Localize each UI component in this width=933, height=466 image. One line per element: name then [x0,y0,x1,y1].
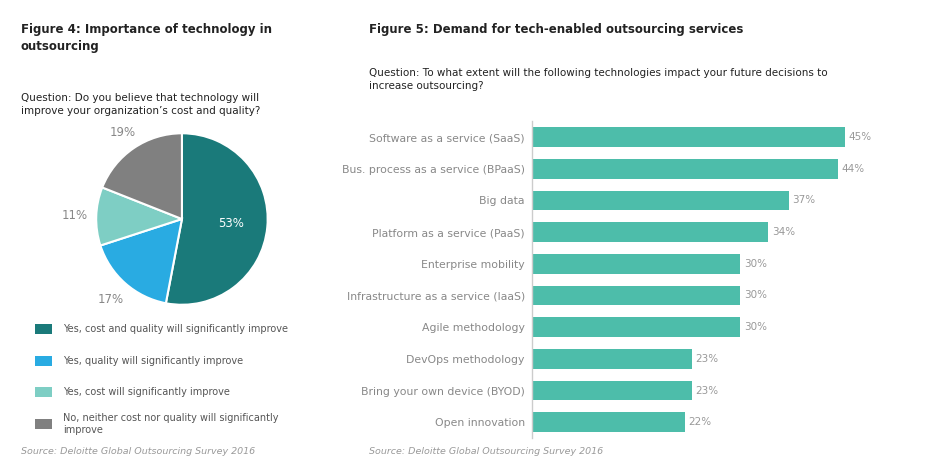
Bar [532,127,844,147]
Bar [532,381,691,400]
Text: 45%: 45% [848,132,871,142]
Wedge shape [101,219,182,303]
Text: Yes, cost will significantly improve: Yes, cost will significantly improve [63,387,230,397]
Text: 23%: 23% [695,385,718,396]
Text: 23%: 23% [695,354,718,364]
Text: 30%: 30% [744,322,767,332]
Wedge shape [166,133,268,305]
Text: 19%: 19% [110,126,136,139]
Text: 17%: 17% [98,293,124,306]
Text: Question: To what extent will the following technologies impact your future deci: Question: To what extent will the follow… [369,68,828,91]
Text: Question: Do you believe that technology will
improve your organization’s cost a: Question: Do you believe that technology… [21,93,260,116]
Bar [532,412,685,432]
Bar [532,286,741,305]
Wedge shape [103,133,182,219]
Bar [532,159,838,178]
Text: 11%: 11% [62,209,88,222]
Bar [532,254,741,274]
Text: Figure 5: Demand for tech-enabled outsourcing services: Figure 5: Demand for tech-enabled outsou… [369,23,743,36]
Bar [532,191,789,210]
Text: 22%: 22% [689,417,711,427]
Text: Source: Deloitte Global Outsourcing Survey 2016: Source: Deloitte Global Outsourcing Surv… [21,447,255,456]
Text: 34%: 34% [772,227,795,237]
Text: No, neither cost nor quality will significantly
improve: No, neither cost nor quality will signif… [63,413,279,435]
Text: Yes, cost and quality will significantly improve: Yes, cost and quality will significantly… [63,324,288,334]
Text: Figure 4: Importance of technology in
outsourcing: Figure 4: Importance of technology in ou… [21,23,272,53]
Bar [532,222,768,242]
Wedge shape [96,187,182,246]
Bar [532,317,741,337]
Text: 30%: 30% [744,290,767,301]
Text: 30%: 30% [744,259,767,269]
Text: 44%: 44% [842,164,864,174]
Text: Source: Deloitte Global Outsourcing Survey 2016: Source: Deloitte Global Outsourcing Surv… [369,447,603,456]
Text: 53%: 53% [218,217,244,230]
Text: Yes, quality will significantly improve: Yes, quality will significantly improve [63,356,244,366]
Bar [532,349,691,369]
Text: 37%: 37% [792,195,815,206]
